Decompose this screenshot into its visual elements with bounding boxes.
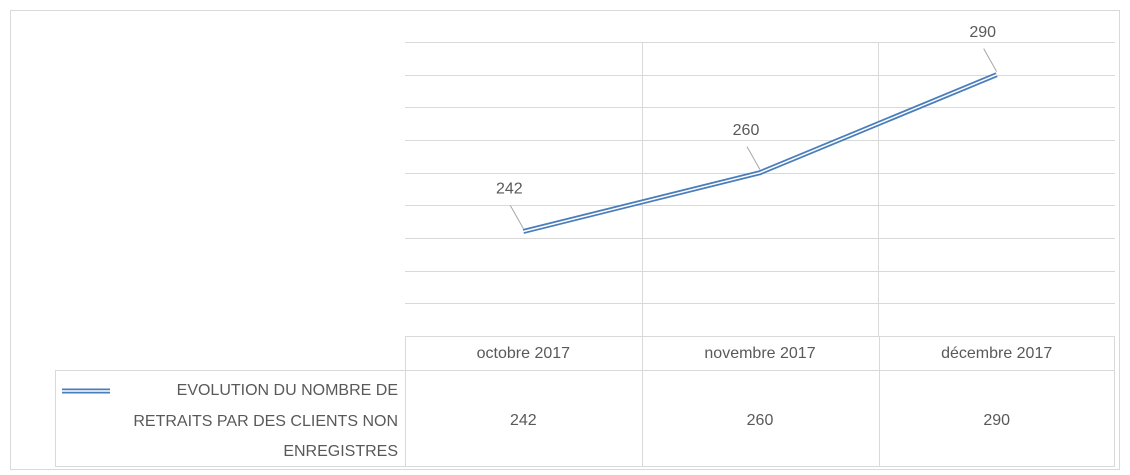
table-value: 290	[983, 412, 1010, 429]
table-value: 242	[510, 412, 537, 429]
data-table	[55, 336, 1115, 467]
leader-line	[983, 48, 998, 72]
table-value: 260	[747, 412, 774, 429]
data-label: 242	[496, 181, 523, 198]
x-tick-label: novembre 2017	[704, 345, 815, 362]
line	[522, 72, 998, 234]
data-label: 260	[733, 122, 760, 139]
legend-entry: EVOLUTION DU NOMBRE DE RETRAITS PAR DES …	[133, 382, 398, 460]
x-tick-label: décembre 2017	[941, 345, 1052, 362]
data-label: 290	[969, 24, 996, 41]
line-inner	[523, 73, 997, 233]
chart-frame	[10, 10, 1120, 470]
x-tick-label: octobre 2017	[477, 345, 571, 362]
leader-line	[509, 205, 524, 229]
leader-line	[746, 146, 761, 170]
